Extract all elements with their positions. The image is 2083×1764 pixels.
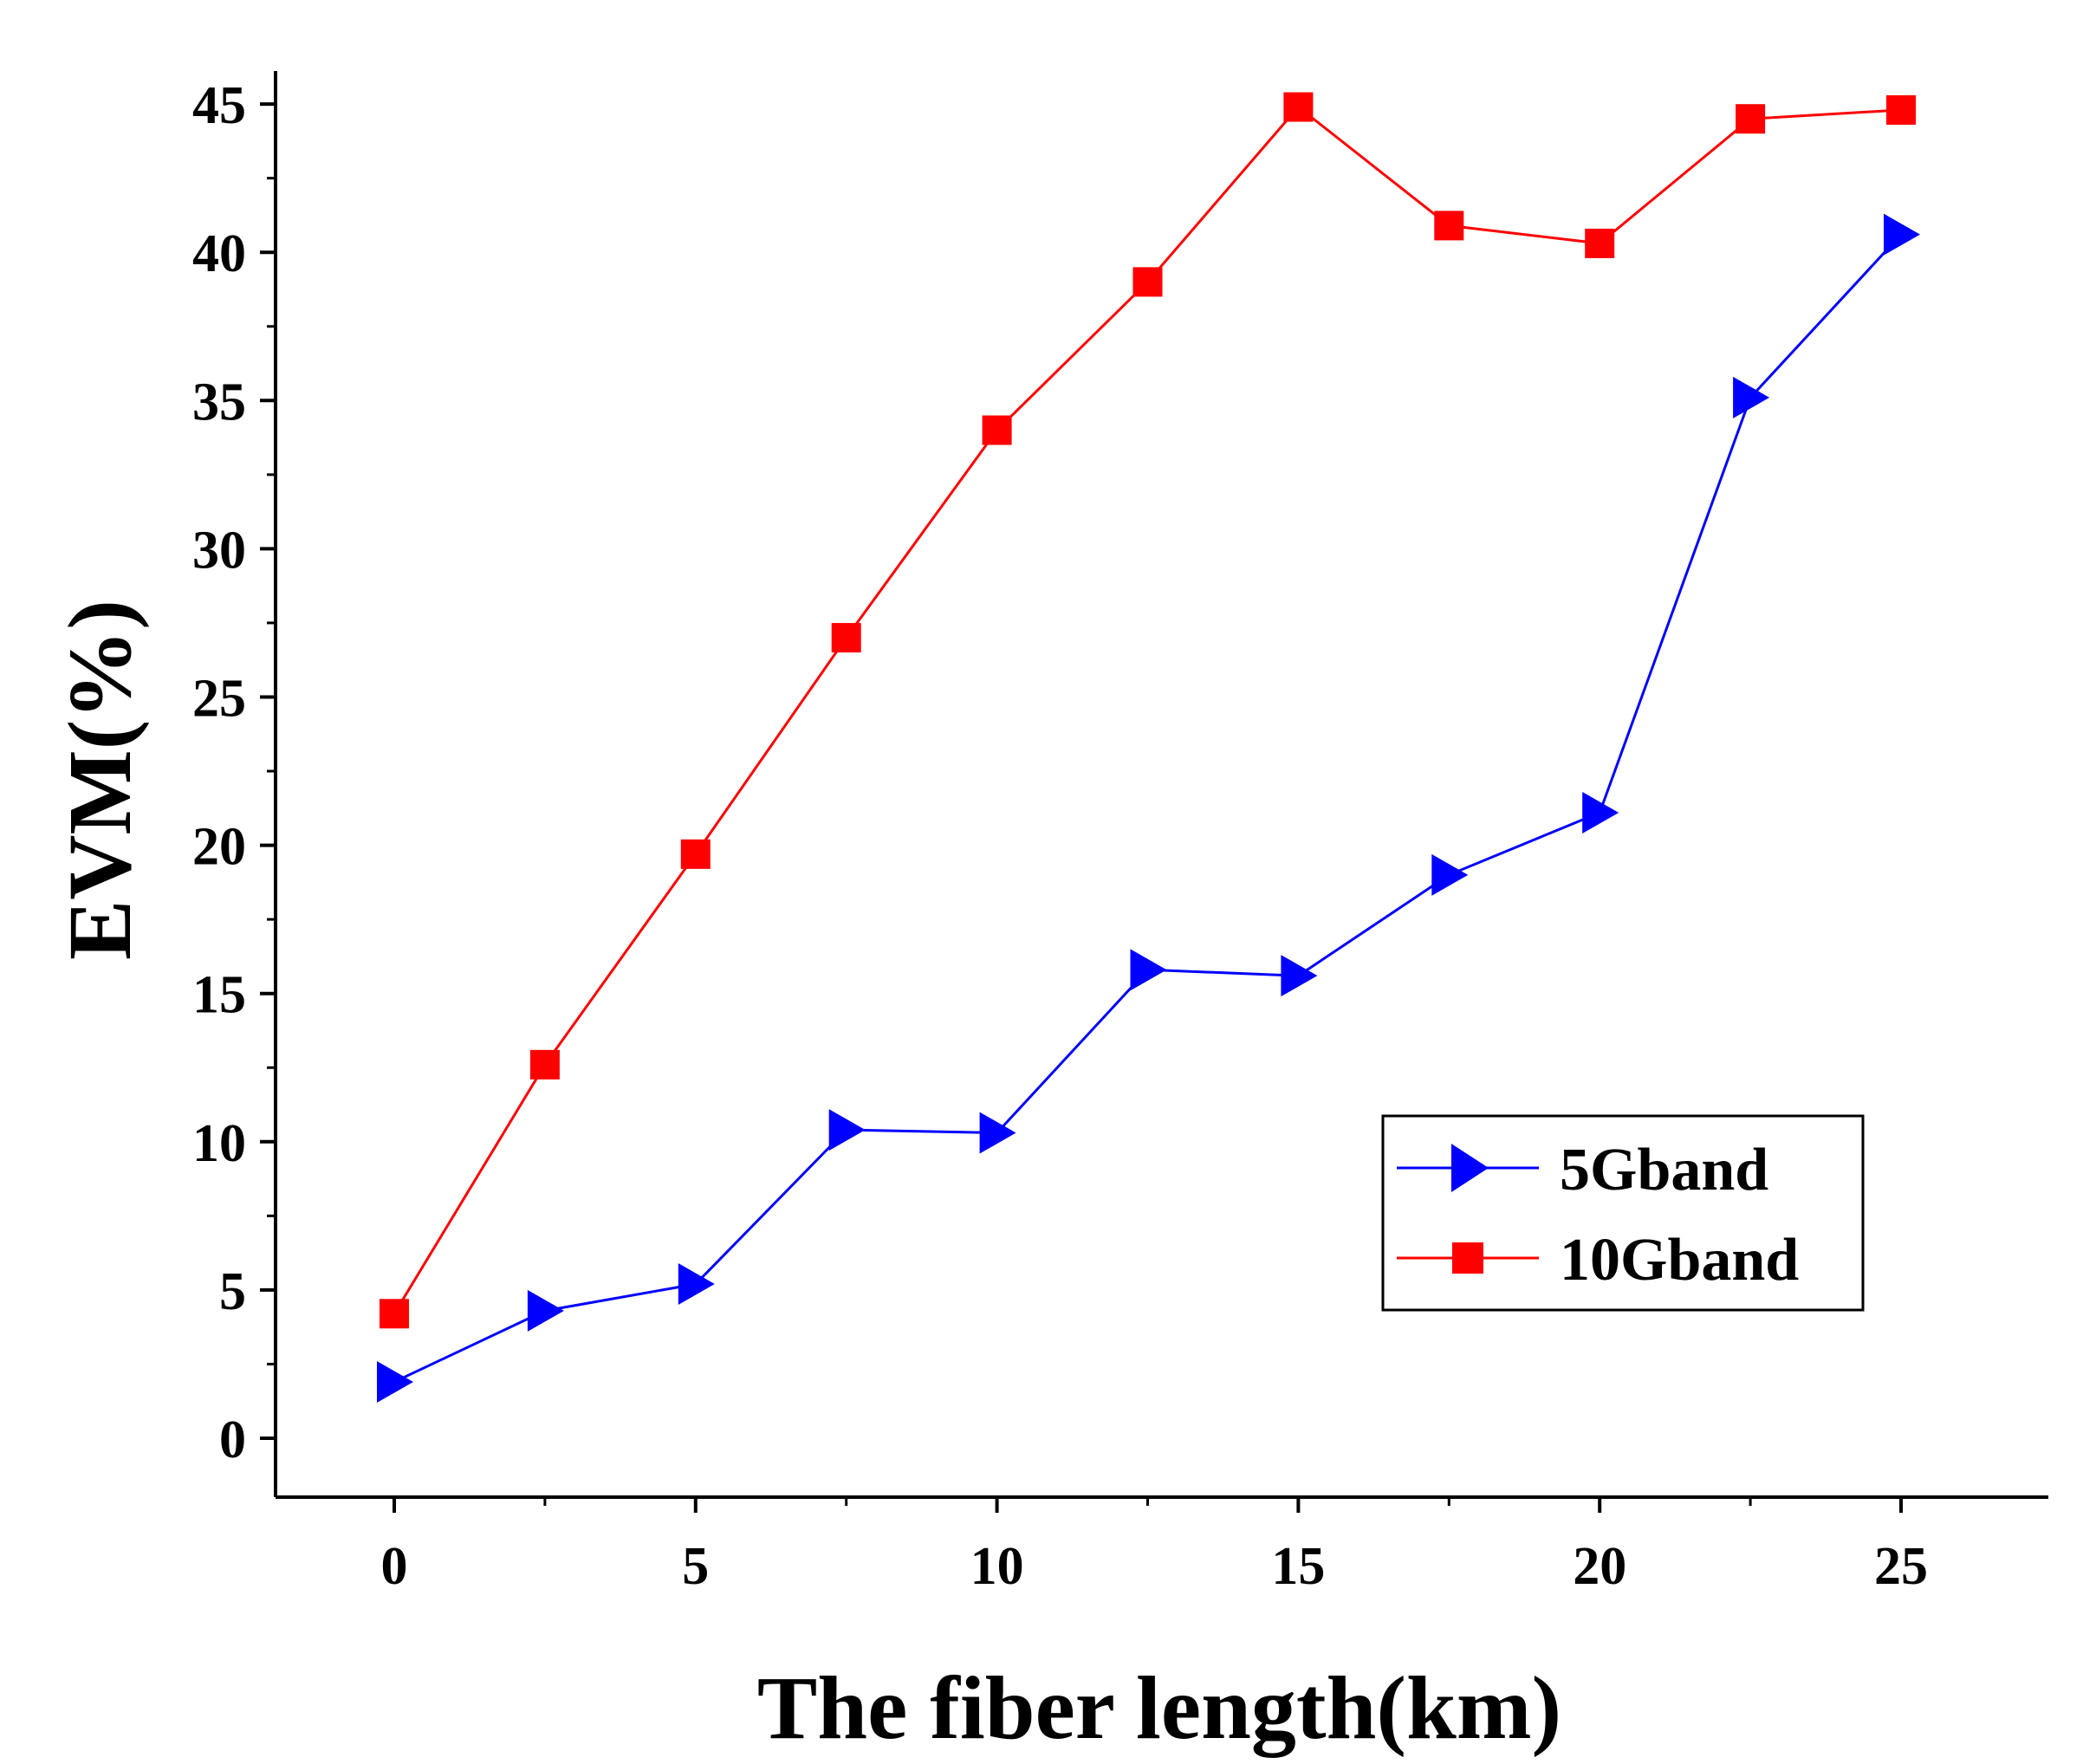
legend-marker-5gband [1451,1144,1489,1192]
data-point-5gband [1884,213,1920,256]
legend-label-5gband: 5Gband [1560,1137,1768,1203]
x-tick-label: 20 [1573,1537,1626,1596]
data-point-5gband [1733,376,1770,418]
y-axis-title: EVM(%) [50,600,150,960]
y-tick-label: 35 [192,373,246,431]
y-tick-label: 15 [192,966,246,1025]
legend-box [1381,1114,1865,1312]
data-point-10gband [529,1049,560,1080]
data-point-10gband [982,415,1012,445]
x-tick-label: 25 [1874,1537,1928,1596]
data-point-5gband [1582,791,1619,833]
data-point-5gband [377,1360,413,1403]
x-tick-label: 15 [1271,1537,1325,1596]
y-tick-label: 45 [192,76,246,135]
y-tick-label: 5 [219,1262,246,1321]
axes-layer: 0 5 10 15 20 25 30 35 40 45 0 5 10 15 20 25 [192,71,2048,1596]
y-tick-label: 40 [192,224,246,283]
data-point-5gband [527,1289,564,1332]
data-point-5gband [979,1112,1016,1154]
series-layer [377,92,1920,1403]
y-tick-label: 20 [192,818,246,877]
y-tick-label: 0 [219,1411,246,1469]
legend: 5Gband 10Gband [1381,1114,1865,1312]
data-point-5gband [828,1109,866,1151]
data-point-10gband [1434,211,1464,241]
legend-marker-10gband [1452,1242,1483,1274]
y-tick-label: 25 [192,670,246,729]
data-point-5gband [1281,955,1318,997]
data-point-10gband [1283,92,1314,122]
x-tick-label: 5 [682,1537,709,1596]
x-axis-title: The fiber length(km) [757,1658,1561,1758]
y-tick-label: 10 [192,1114,246,1173]
data-point-5gband [1431,853,1469,896]
data-point-5gband [1130,949,1167,991]
data-point-10gband [831,623,861,653]
legend-label-10gband: 10Gband [1560,1227,1799,1294]
y-tick-label: 30 [192,521,246,580]
data-point-10gband [1736,104,1766,134]
data-point-10gband [1585,228,1615,258]
data-point-10gband [1886,94,1916,125]
data-point-5gband [678,1263,715,1306]
x-tick-label: 0 [381,1537,408,1596]
x-tick-label: 10 [970,1537,1024,1596]
data-point-10gband [680,839,711,869]
data-point-10gband [380,1299,409,1329]
data-point-10gband [1132,267,1163,297]
